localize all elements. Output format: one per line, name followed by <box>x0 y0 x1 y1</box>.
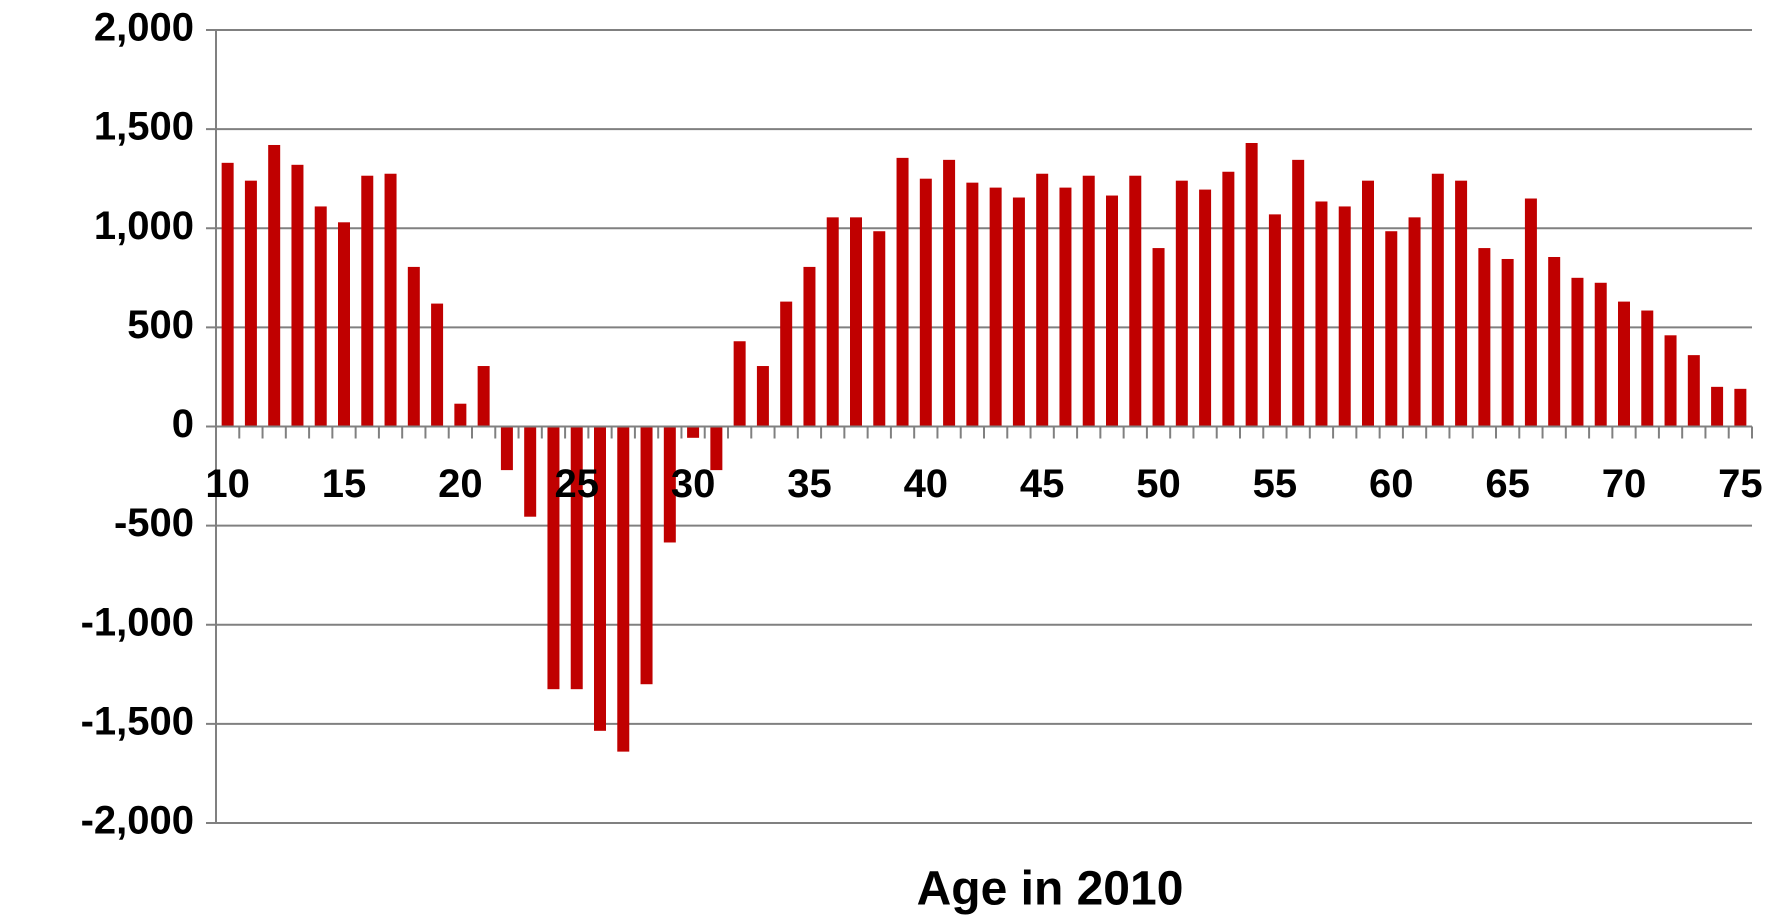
bar <box>1594 282 1607 427</box>
x-tick-label: 60 <box>1369 462 1414 506</box>
bar <box>966 182 979 427</box>
x-tick-label: 50 <box>1136 462 1181 506</box>
bar <box>896 157 909 427</box>
x-axis-title: Age in 2010 <box>917 863 1184 916</box>
bar <box>570 426 583 690</box>
bar <box>919 178 932 427</box>
y-tick-label: -1,500 <box>81 699 194 743</box>
y-tick-label: -2,000 <box>81 799 194 843</box>
bar <box>1385 231 1398 427</box>
bar <box>1059 187 1072 427</box>
x-tick-label: 70 <box>1602 462 1647 506</box>
bar <box>361 175 374 427</box>
bar <box>687 426 700 438</box>
x-tick-label: 20 <box>438 462 483 506</box>
bar <box>454 403 467 427</box>
bar <box>1478 248 1491 427</box>
bar <box>1687 355 1700 427</box>
bar <box>291 164 304 427</box>
bar <box>826 217 839 427</box>
bar <box>640 426 653 685</box>
bar <box>1268 214 1281 427</box>
bar <box>1315 201 1328 427</box>
bar <box>710 426 723 471</box>
y-tick-label: 0 <box>172 402 194 446</box>
bar <box>384 173 397 427</box>
bar <box>989 187 1002 427</box>
x-tick-label: 45 <box>1020 462 1065 506</box>
bar <box>1175 180 1188 427</box>
y-tick-label: -500 <box>114 501 194 545</box>
bar <box>1152 248 1165 427</box>
bar <box>1362 180 1374 427</box>
x-tick-label: 10 <box>205 462 250 506</box>
bar <box>1199 189 1212 427</box>
bar <box>1641 310 1654 427</box>
bar <box>617 426 630 752</box>
bar <box>1106 195 1118 427</box>
bar <box>314 206 327 427</box>
bar <box>1664 335 1677 427</box>
bar <box>1548 256 1561 427</box>
bar <box>1501 258 1514 427</box>
bar <box>850 217 862 427</box>
bar <box>1245 143 1258 427</box>
bar <box>221 162 234 427</box>
bar <box>1431 173 1444 427</box>
bar <box>1618 301 1630 427</box>
bar <box>1082 175 1095 427</box>
bar <box>407 266 420 427</box>
bar <box>500 426 513 471</box>
x-tick-label: 55 <box>1253 462 1298 506</box>
bar <box>663 426 676 543</box>
y-tick-label: 1,000 <box>94 204 194 248</box>
y-tick-label: 2,000 <box>94 6 194 50</box>
bar <box>1292 159 1305 427</box>
bar <box>1338 206 1351 427</box>
bar <box>268 144 281 427</box>
x-tick-label: 25 <box>554 462 599 506</box>
bar <box>1455 180 1468 427</box>
bar <box>338 222 350 427</box>
bar <box>1012 197 1025 427</box>
bar <box>1734 388 1747 427</box>
bar <box>1524 198 1537 427</box>
x-tick-label: 65 <box>1485 462 1530 506</box>
y-tick-label: 1,500 <box>94 105 194 149</box>
bar <box>943 159 956 427</box>
x-tick-label: 30 <box>671 462 716 506</box>
y-tick-label: 500 <box>127 303 194 347</box>
bar <box>524 426 537 517</box>
x-tick-label: 40 <box>904 462 949 506</box>
bar <box>873 231 886 427</box>
bar <box>244 180 257 427</box>
bar <box>431 303 444 427</box>
bar <box>1571 277 1584 427</box>
bar <box>1222 171 1235 427</box>
bar <box>547 426 560 690</box>
bar <box>756 366 769 427</box>
bar <box>733 341 746 427</box>
x-tick-label: 35 <box>787 462 832 506</box>
bar <box>803 266 816 427</box>
bar <box>594 426 606 731</box>
bar <box>1036 173 1049 427</box>
bar <box>1711 386 1724 427</box>
bar <box>477 366 490 427</box>
bar <box>1129 175 1142 427</box>
bar <box>780 301 793 427</box>
x-tick-label: 75 <box>1718 462 1763 506</box>
x-tick-label: 15 <box>322 462 367 506</box>
bar <box>1408 217 1421 427</box>
y-tick-label: -1,000 <box>81 600 194 644</box>
